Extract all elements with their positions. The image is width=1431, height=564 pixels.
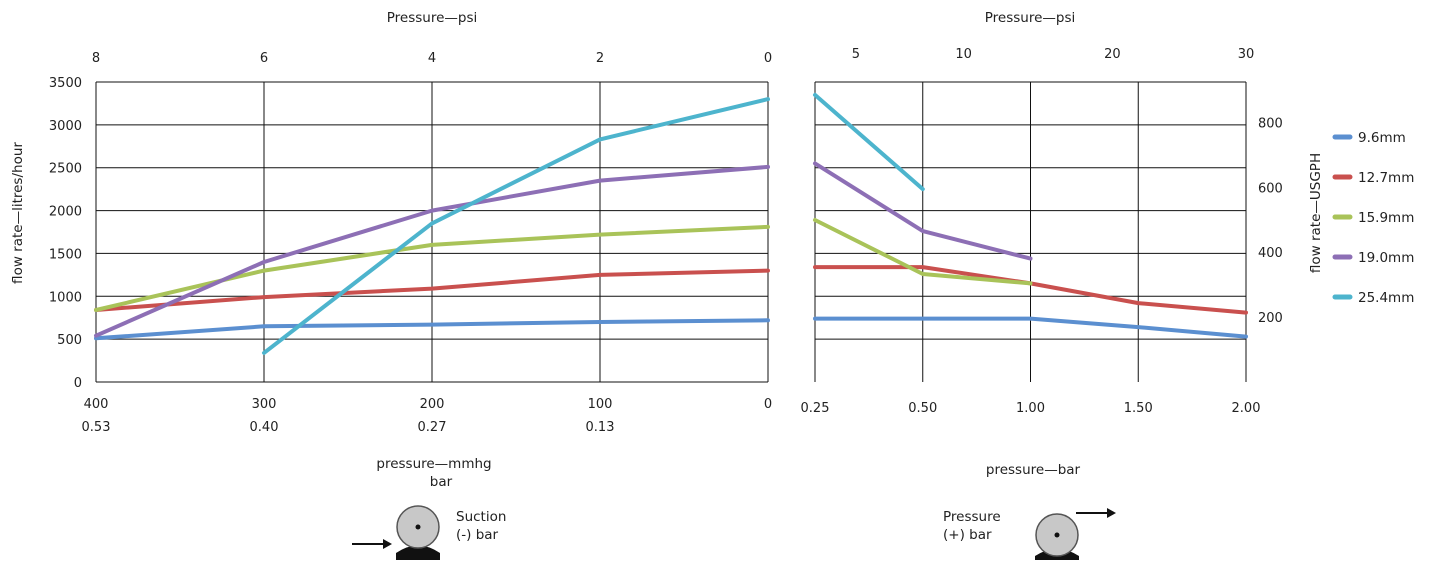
right-panel-tick-labels: 0.25 0.50 1.00 1.50 2.00 5 10 20 30 200 400 600 800: [801, 47, 1283, 416]
left-x-tick-label-mmhg: 300: [252, 397, 277, 412]
right-panel-grid: [814, 81, 1247, 382]
pressure-pump-hub-icon: [1054, 532, 1060, 538]
left-series-line-12-7mm: [94, 268, 770, 312]
left-top-axis-title: Pressure—psi: [387, 10, 478, 26]
suction-arrowhead-icon: [383, 539, 392, 549]
suction-label-line1: Suction: [456, 509, 506, 525]
right-top-tick-label: 10: [955, 47, 972, 62]
right-series-line-25-4mm: [813, 92, 925, 192]
suction-pump-base-icon: [396, 545, 440, 560]
left-y-tick-label: 500: [57, 333, 82, 348]
pressure-pump-diagram: Pressure (+) bar: [943, 508, 1116, 560]
left-top-tick-label: 8: [92, 51, 100, 66]
left-y-tick-label: 1000: [49, 290, 82, 305]
left-x-tick-label-bar: 0.27: [418, 420, 447, 435]
right-x-tick-label: 0.50: [908, 401, 937, 416]
suction-pump-hub-icon: [415, 524, 421, 530]
suction-label-line2: (-) bar: [456, 527, 499, 543]
left-series-line-15-9mm: [94, 224, 770, 312]
right-series-line-15-9mm: [813, 218, 1033, 286]
left-y-tick-label: 3500: [49, 76, 82, 91]
legend-label: 25.4mm: [1358, 290, 1414, 306]
left-top-tick-label: 6: [260, 51, 268, 66]
right-top-axis-title: Pressure—psi: [985, 10, 1076, 26]
right-x-tick-label: 0.25: [801, 401, 830, 416]
legend-label: 9.6mm: [1358, 130, 1406, 146]
left-x-tick-label-bar: 0.13: [586, 420, 615, 435]
right-x-tick-label: 1.50: [1124, 401, 1153, 416]
left-series-line-19-0mm: [94, 164, 770, 338]
right-y2-tick-label: 800: [1258, 116, 1283, 131]
right-x-tick-label: 2.00: [1232, 401, 1261, 416]
left-top-tick-label: 0: [764, 51, 772, 66]
left-x-tick-label-bar: 0.40: [250, 420, 279, 435]
left-x-axis-title-bar: bar: [430, 474, 453, 490]
left-y-tick-label: 2500: [49, 162, 82, 177]
right-series-line-19-0mm: [813, 161, 1033, 261]
right-y2-tick-label: 400: [1258, 246, 1283, 261]
left-x-tick-label-mmhg: 100: [588, 397, 613, 412]
left-panel-tick-labels: 050010001500200025003000350084000.536300…: [49, 51, 772, 435]
pressure-label-line1: Pressure: [943, 509, 1001, 525]
left-x-tick-label-bar: 0.53: [82, 420, 111, 435]
right-series-line-9-6mm: [813, 316, 1248, 339]
left-y-tick-label: 0: [74, 376, 82, 391]
right-panel-series: [813, 92, 1248, 339]
right-top-tick-label: 20: [1104, 47, 1121, 62]
left-y-tick-label: 2000: [49, 205, 82, 220]
right-top-tick-label: 5: [852, 47, 860, 62]
left-x-axis-title-mmhg: pressure—mmhg: [376, 456, 491, 472]
legend-label: 19.0mm: [1358, 250, 1414, 266]
left-y-tick-label: 3000: [49, 119, 82, 134]
left-top-tick-label: 2: [596, 51, 604, 66]
right-y-axis-title: flow rate—USGPH: [1308, 153, 1324, 273]
left-y-axis-title: flow rate—litres/hour: [10, 142, 26, 284]
right-x-tick-label: 1.00: [1016, 401, 1045, 416]
left-panel-series: [94, 97, 770, 355]
right-y2-tick-label: 600: [1258, 181, 1283, 196]
suction-pump-diagram: Suction (-) bar: [352, 505, 506, 560]
left-y-tick-label: 1500: [49, 247, 82, 262]
right-top-tick-label: 30: [1238, 47, 1255, 62]
left-x-tick-label-mmhg: 400: [84, 397, 109, 412]
right-x-axis-title: pressure—bar: [986, 462, 1081, 478]
legend: 9.6mm 12.7mm 15.9mm 19.0mm 25.4mm: [1332, 130, 1414, 306]
left-x-tick-label-mmhg: 0: [764, 397, 772, 412]
left-top-tick-label: 4: [428, 51, 436, 66]
pressure-label-line2: (+) bar: [943, 527, 992, 543]
left-x-tick-label-mmhg: 200: [420, 397, 445, 412]
legend-label: 15.9mm: [1358, 210, 1414, 226]
legend-label: 12.7mm: [1358, 170, 1414, 186]
right-y2-tick-label: 200: [1258, 311, 1283, 326]
left-series-line-9-6mm: [94, 318, 770, 341]
left-series-line-25-4mm: [262, 97, 770, 355]
pressure-arrowhead-icon: [1107, 508, 1116, 518]
